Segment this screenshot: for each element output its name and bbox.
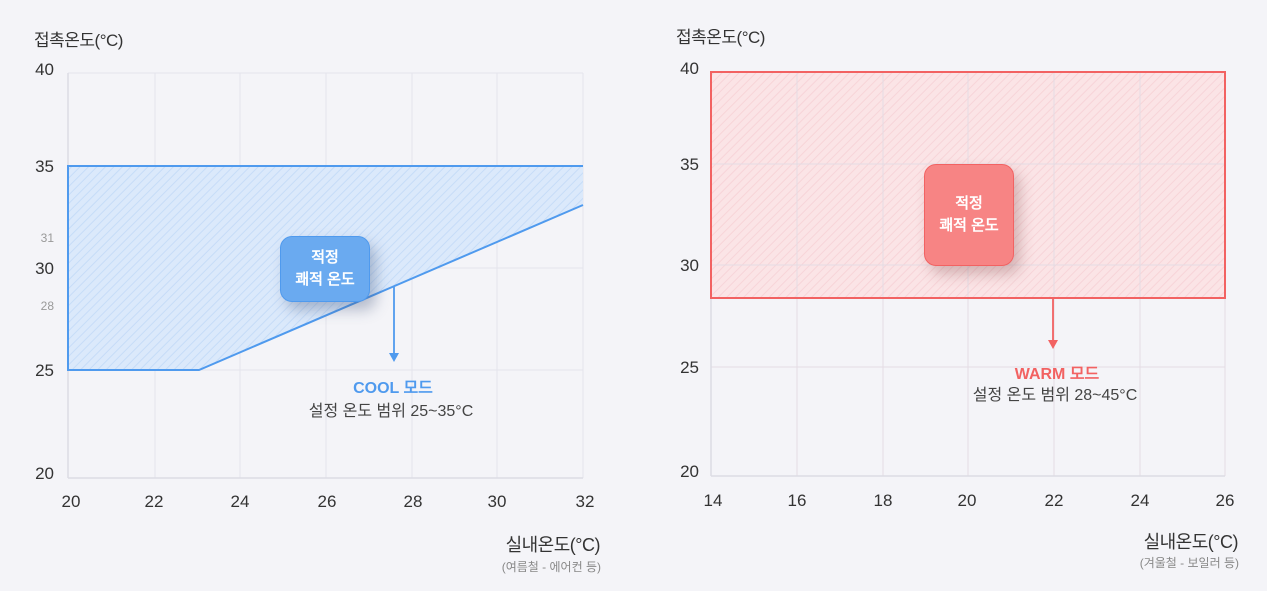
x-tick: 22 (1044, 491, 1064, 510)
y-axis-title: 접촉온도(°C) (676, 28, 765, 47)
arrow-head-icon (1048, 340, 1058, 349)
mode-description: 설정 온도 범위 28~45°C (972, 387, 1138, 404)
x-axis-title: 실내온도(°C) (505, 535, 601, 555)
cool-mode-chart: 접촉온도(°C) 40 35 30 25 20 31 28 20 22 24 2… (0, 0, 633, 591)
y-axis-title: 접촉온도(°C) (34, 31, 123, 50)
x-tick: 24 (230, 492, 250, 511)
y-tick: 30 (35, 259, 54, 278)
y-tick: 20 (680, 462, 699, 481)
grid-lines (711, 72, 1226, 476)
comfort-badge: 적정 쾌적 온도 (280, 236, 370, 302)
y-tick: 40 (35, 60, 54, 79)
x-axis-subtitle: (겨울철 - 보일러 등) (1139, 556, 1239, 570)
y-tick: 25 (680, 358, 699, 377)
y-tick: 35 (680, 155, 699, 174)
x-tick: 28 (403, 492, 423, 511)
x-tick: 14 (703, 491, 723, 510)
y-minor-tick: 31 (40, 231, 54, 245)
arrow-head-icon (389, 353, 399, 362)
y-tick: 20 (35, 464, 54, 483)
badge-line2: 쾌적 온도 (295, 271, 355, 288)
x-axis-subtitle: (여름철 - 에어컨 등) (501, 560, 601, 574)
region-outline (67, 165, 584, 371)
mode-title: WARM 모드 (1014, 366, 1100, 383)
warm-mode-chart: 접촉온도(°C) 40 35 30 25 20 14 16 18 20 22 2… (633, 0, 1267, 591)
x-tick: 30 (487, 492, 507, 511)
mode-title: COOL 모드 (353, 380, 433, 397)
x-tick: 20 (61, 492, 81, 511)
x-tick: 26 (1215, 491, 1235, 510)
x-axis-title: 실내온도(°C) (1143, 532, 1239, 552)
x-tick: 20 (957, 491, 977, 510)
region-outline (710, 71, 1226, 299)
badge-line1: 적정 (955, 195, 983, 212)
x-tick: 16 (787, 491, 807, 510)
x-tick: 22 (144, 492, 164, 511)
x-tick: 24 (1130, 491, 1150, 510)
y-tick: 30 (680, 256, 699, 275)
y-tick: 35 (35, 157, 54, 176)
mode-description: 설정 온도 범위 25~35°C (308, 403, 474, 420)
y-tick: 40 (680, 59, 699, 78)
x-tick: 18 (873, 491, 893, 510)
y-tick: 25 (35, 361, 54, 380)
badge-line2: 쾌적 온도 (939, 217, 999, 234)
x-tick: 26 (317, 492, 337, 511)
x-tick: 32 (575, 492, 595, 511)
comfort-badge: 적정 쾌적 온도 (924, 164, 1014, 266)
badge-line1: 적정 (311, 249, 339, 266)
y-minor-tick: 28 (40, 299, 54, 313)
